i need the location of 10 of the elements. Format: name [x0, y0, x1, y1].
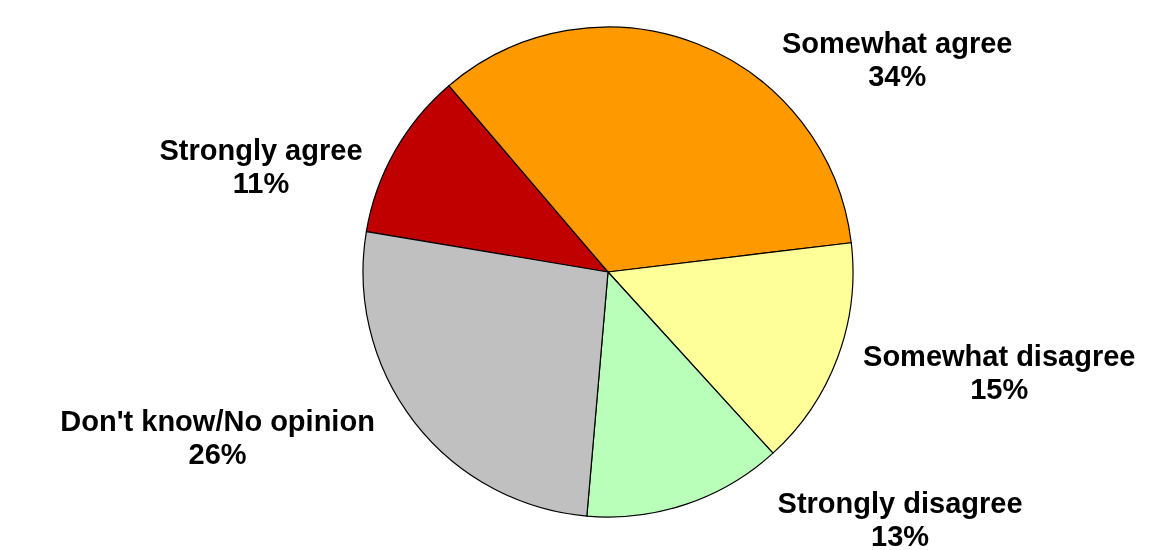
- data-label: 11%: [232, 167, 290, 200]
- data-label: 26%: [188, 438, 247, 471]
- slice-label: Somewhat disagree: [863, 340, 1136, 373]
- data-label: 13%: [871, 520, 930, 550]
- data-label: 34%: [868, 59, 927, 92]
- slice-label: Strongly agree: [159, 134, 363, 167]
- data-label: 15%: [970, 373, 1029, 406]
- slice-label: Don't know/No opinion: [60, 405, 375, 438]
- slice-label: Somewhat agree: [781, 26, 1013, 59]
- slice-label: Strongly disagree: [777, 487, 1023, 520]
